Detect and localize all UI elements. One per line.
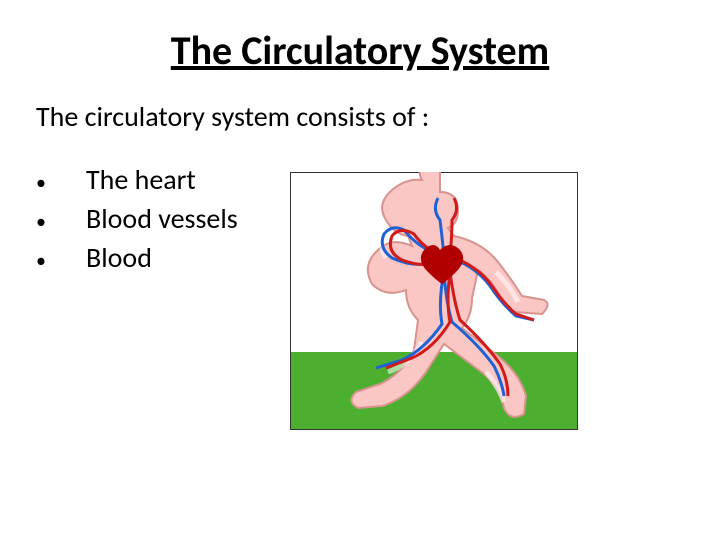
bullet-text: Blood vessels [86, 201, 238, 236]
subtitle: The circulatory system consists of : [36, 99, 684, 134]
bullet-dot-icon: • [36, 249, 86, 273]
list-item: • The heart [36, 162, 238, 197]
list-item: • Blood vessels [36, 201, 238, 236]
bullet-text: The heart [86, 162, 196, 197]
slide: The Circulatory System The circulatory s… [0, 0, 720, 540]
bullet-text: Blood [86, 240, 152, 275]
circulatory-figure [290, 172, 578, 430]
bullet-dot-icon: • [36, 210, 86, 234]
bullet-list: • The heart • Blood vessels • Blood [36, 162, 238, 279]
ground-area [291, 352, 577, 429]
page-title: The Circulatory System [36, 26, 684, 75]
bullet-dot-icon: • [36, 171, 86, 195]
list-item: • Blood [36, 240, 238, 275]
human-body-icon [290, 172, 578, 430]
